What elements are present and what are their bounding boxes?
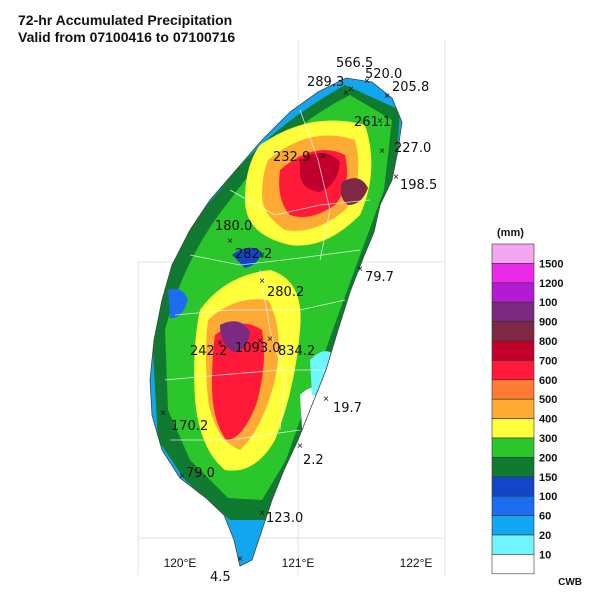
lon-label-122: 122°E: [400, 556, 433, 570]
station-marker: ×: [323, 394, 329, 405]
credit-label: CWB: [558, 577, 582, 588]
station-value: 520.0: [365, 67, 402, 82]
legend-swatch: [491, 398, 535, 419]
station-value: 282.2: [235, 247, 272, 262]
legend-label: 100: [539, 297, 557, 309]
station-value: 123.0: [266, 511, 303, 526]
station-value: 180.0: [215, 219, 252, 234]
station-markers: ××× ×××××××××× × ×××××××: [160, 76, 399, 565]
legend-swatch: [491, 495, 535, 516]
legend-unit: (mm): [497, 227, 524, 239]
station-marker: ×: [297, 441, 303, 452]
legend-label: 400: [539, 414, 557, 426]
station-value: 198.5: [400, 178, 437, 193]
station-marker: ×: [384, 91, 390, 102]
title-line-1: 72-hr Accumulated Precipitation: [18, 12, 233, 28]
legend-label: 600: [539, 375, 557, 387]
legend-label: 300: [539, 433, 557, 445]
station-value: 834.2: [278, 344, 315, 359]
station-value: 566.5: [336, 56, 373, 71]
station-value: 4.5: [210, 570, 231, 585]
legend-swatch: [491, 437, 535, 458]
legend-label: 20: [539, 530, 551, 542]
legend-swatch: [491, 457, 535, 478]
station-value: 261.1: [354, 115, 391, 130]
legend-swatch: [491, 379, 535, 400]
station-marker: ×: [257, 336, 263, 347]
legend-label: 10: [539, 549, 551, 561]
legend-swatch: [491, 243, 535, 264]
county-boundaries: [164, 109, 371, 441]
station-marker: ×: [357, 264, 363, 275]
station-value: 280.2: [267, 285, 304, 300]
station-value: 79.0: [186, 466, 215, 481]
legend-swatch: [491, 515, 535, 536]
title-line-2: Valid from 07100416 to 07100716: [18, 29, 236, 45]
station-value: 289.3: [307, 75, 344, 90]
station-marker: ×: [320, 151, 326, 162]
station-value: 170.2: [171, 419, 208, 434]
coastline: [149, 77, 403, 567]
station-marker: ×: [237, 554, 243, 565]
station-marker: ×: [179, 471, 185, 482]
legend-label: 150: [539, 472, 557, 484]
station-value: 2.2: [303, 453, 324, 468]
taiwan-island: [150, 78, 402, 566]
station-marker: ×: [259, 250, 265, 261]
station-marker: ×: [348, 84, 354, 95]
station-value: 242.2: [190, 344, 227, 359]
station-value: 1093.0: [235, 341, 281, 356]
station-value: 227.0: [394, 141, 431, 156]
legend-swatch: [491, 418, 535, 439]
legend-swatch: [491, 360, 535, 381]
legend-swatch: [491, 301, 535, 322]
station-marker: ×: [343, 88, 349, 99]
legend-label: 100: [539, 491, 557, 503]
station-marker: ×: [259, 508, 265, 519]
station-marker: ×: [377, 116, 383, 127]
station-value: 205.8: [392, 80, 429, 95]
lon-label-120: 120°E: [164, 556, 197, 570]
legend-swatch: [491, 321, 535, 342]
legend-swatch: [491, 263, 535, 284]
station-marker: ×: [160, 408, 166, 419]
legend-label: 60: [539, 511, 551, 523]
lon-label-121: 121°E: [282, 556, 315, 570]
legend-label: 200: [539, 452, 557, 464]
legend-label: 500: [539, 394, 557, 406]
legend-swatch: [491, 554, 535, 575]
legend-swatch: [491, 476, 535, 497]
station-marker: ×: [379, 146, 385, 157]
legend-label: 1200: [539, 278, 563, 290]
legend: (mm) 1500 1200 100 900 800 700 600 500 400 300 200…: [491, 227, 563, 575]
station-marker: ×: [217, 338, 223, 349]
legend-swatch: [491, 282, 535, 303]
station-value: 19.7: [333, 401, 362, 416]
station-marker: ×: [227, 236, 233, 247]
legend-label: 1500: [539, 258, 563, 270]
station-marker: ×: [393, 172, 399, 183]
legend-label: 800: [539, 336, 557, 348]
map-title: 72-hr Accumulated Precipitation Valid fr…: [18, 12, 235, 46]
legend-swatches: 1500 1200 100 900 800 700 600 500 400 300 200 150 10…: [491, 243, 563, 575]
station-value: 232.9: [273, 150, 310, 165]
station-marker: ×: [267, 334, 273, 345]
legend-label: 900: [539, 317, 557, 329]
station-value: 79.7: [365, 270, 394, 285]
legend-swatch: [491, 340, 535, 361]
station-marker: ×: [259, 276, 265, 287]
legend-swatch: [491, 534, 535, 555]
legend-label: 700: [539, 355, 557, 367]
station-marker: ×: [364, 76, 370, 87]
